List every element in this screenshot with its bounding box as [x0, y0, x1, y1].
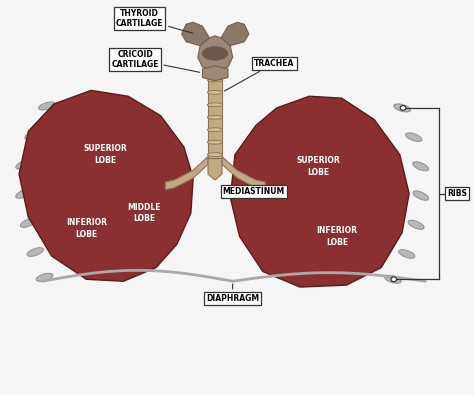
Ellipse shape [38, 102, 55, 110]
Ellipse shape [406, 133, 422, 141]
Ellipse shape [20, 218, 36, 228]
Text: INFERIOR
LOBE: INFERIOR LOBE [66, 218, 107, 239]
Ellipse shape [394, 104, 410, 112]
Text: INFERIOR
LOBE: INFERIOR LOBE [317, 226, 357, 247]
Ellipse shape [207, 140, 223, 144]
Text: SUPERIOR
LOBE: SUPERIOR LOBE [297, 156, 340, 177]
Polygon shape [182, 22, 210, 45]
Ellipse shape [202, 47, 228, 60]
Ellipse shape [27, 248, 44, 256]
Text: MEDIASTINUM: MEDIASTINUM [222, 187, 285, 196]
Text: DIAPHRAGM: DIAPHRAGM [206, 284, 259, 303]
Ellipse shape [207, 128, 223, 132]
Polygon shape [221, 22, 249, 45]
Text: TRACHEA: TRACHEA [224, 58, 295, 91]
Ellipse shape [207, 90, 223, 94]
Text: SUPERIOR
LOBE: SUPERIOR LOBE [83, 144, 127, 165]
Polygon shape [222, 156, 265, 190]
Text: MIDDLE
LOBE: MIDDLE LOBE [128, 203, 161, 224]
Polygon shape [165, 156, 208, 190]
Circle shape [391, 277, 397, 282]
Polygon shape [208, 69, 222, 158]
Circle shape [400, 105, 406, 110]
Polygon shape [198, 36, 233, 69]
Ellipse shape [207, 78, 223, 82]
Ellipse shape [413, 162, 428, 171]
Ellipse shape [384, 275, 401, 283]
Ellipse shape [207, 153, 223, 156]
Text: RIBS: RIBS [447, 189, 467, 198]
Ellipse shape [408, 220, 424, 229]
Polygon shape [208, 158, 222, 180]
Ellipse shape [207, 103, 223, 107]
Polygon shape [230, 96, 409, 287]
Ellipse shape [399, 250, 415, 258]
Ellipse shape [207, 115, 223, 119]
Ellipse shape [16, 189, 32, 198]
Ellipse shape [36, 273, 53, 281]
Ellipse shape [413, 191, 428, 200]
Ellipse shape [16, 160, 32, 169]
Text: THYROID
CARTILAGE: THYROID CARTILAGE [116, 9, 193, 33]
Ellipse shape [25, 131, 41, 139]
Text: CRICOID
CARTILAGE: CRICOID CARTILAGE [111, 49, 200, 72]
Polygon shape [19, 90, 193, 281]
Polygon shape [202, 66, 228, 81]
